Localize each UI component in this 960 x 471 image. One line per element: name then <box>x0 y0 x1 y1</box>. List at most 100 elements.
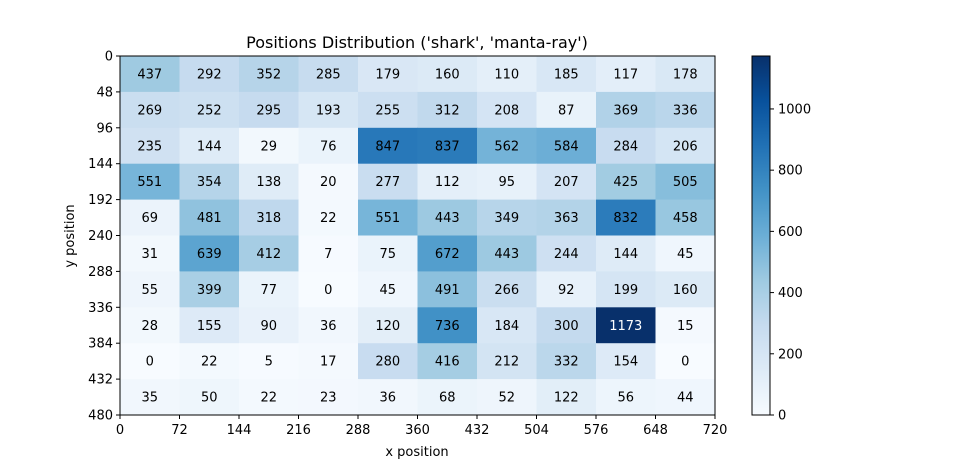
y-tick-label: 192 <box>88 193 113 208</box>
heatmap-cell <box>477 235 537 272</box>
heatmap-cell <box>417 379 478 416</box>
heatmap-cell <box>120 127 180 165</box>
cell-value-label: 36 <box>379 391 396 406</box>
heatmap-cell <box>179 235 240 272</box>
heatmap-cell <box>477 163 537 201</box>
cell-value-label: 206 <box>673 139 698 154</box>
y-tick-label: 480 <box>88 409 113 424</box>
heatmap-cell <box>596 343 656 380</box>
heatmap-cell <box>655 235 716 272</box>
y-tick-label: 432 <box>88 373 113 388</box>
cell-value-label: 45 <box>379 283 396 298</box>
cell-value-label: 193 <box>316 103 341 118</box>
heatmap-cell <box>298 343 359 380</box>
heatmap-cell <box>120 343 180 380</box>
x-axis-label: x position <box>385 445 448 460</box>
heatmap-cell <box>655 307 716 344</box>
heatmap-cell <box>655 379 716 416</box>
heatmap-cell <box>536 91 597 129</box>
colorbar-tick-label: 200 <box>778 347 803 362</box>
cell-value-label: 837 <box>435 139 460 154</box>
heatmap-cell <box>298 235 359 272</box>
cell-value-label: 154 <box>613 355 638 370</box>
cell-value-label: 318 <box>256 211 281 226</box>
cell-value-label: 847 <box>375 139 400 154</box>
cell-value-label: 349 <box>494 211 519 226</box>
cell-value-label: 736 <box>435 319 460 334</box>
heatmap-cell <box>298 199 359 236</box>
cell-value-label: 90 <box>260 319 277 334</box>
heatmap-cell <box>477 343 537 380</box>
cell-value-label: 23 <box>320 391 337 406</box>
heatmap-cell <box>536 56 597 93</box>
cell-value-label: 212 <box>494 355 519 370</box>
colorbar-gradient <box>751 55 771 416</box>
heatmap-cell <box>596 379 656 416</box>
x-tick-label: 720 <box>703 423 728 438</box>
cell-value-label: 87 <box>558 103 575 118</box>
cell-value-label: 562 <box>494 139 519 154</box>
cell-value-label: 369 <box>613 103 638 118</box>
heatmap-cell <box>298 271 359 308</box>
heatmap-cell <box>655 343 716 380</box>
cell-value-label: 255 <box>375 103 400 118</box>
cell-value-label: 458 <box>673 211 698 226</box>
heatmap-cell <box>417 127 478 165</box>
heatmap-cell <box>179 56 240 93</box>
x-tick-label: 288 <box>346 423 371 438</box>
heatmap-cell <box>358 379 418 416</box>
heatmap-cell <box>239 235 299 272</box>
cell-value-label: 144 <box>197 139 222 154</box>
x-tick-label: 0 <box>116 423 124 438</box>
heatmap-cell <box>179 307 240 344</box>
heatmap-cell <box>358 307 418 344</box>
cell-value-label: 95 <box>498 175 515 190</box>
cell-value-label: 28 <box>141 319 158 334</box>
cell-value-label: 68 <box>439 391 456 406</box>
plot-frame <box>119 55 716 416</box>
colorbar-tick-label: 1000 <box>778 102 811 117</box>
cell-value-label: 199 <box>613 283 638 298</box>
heatmap-cell <box>120 199 180 236</box>
heatmap-cell <box>298 379 359 416</box>
cell-value-label: 110 <box>494 67 519 82</box>
heatmap-cell <box>120 307 180 344</box>
cell-value-label: 285 <box>316 67 341 82</box>
heatmap-cell <box>358 127 418 165</box>
heatmap-cell <box>179 271 240 308</box>
cell-value-label: 112 <box>435 175 460 190</box>
heatmap-cell <box>358 163 418 201</box>
cell-value-label: 277 <box>375 175 400 190</box>
heatmap-cell <box>239 379 299 416</box>
heatmap-cell <box>239 271 299 308</box>
heatmap-cell <box>655 199 716 236</box>
heatmap-cell <box>298 127 359 165</box>
x-tick-label: 72 <box>171 423 188 438</box>
cell-value-label: 76 <box>320 139 337 154</box>
heatmap-cell <box>417 163 478 201</box>
heatmap-cell <box>239 127 299 165</box>
cell-value-label: 437 <box>137 67 162 82</box>
cell-value-label: 416 <box>435 355 460 370</box>
heatmap-cell <box>179 199 240 236</box>
cell-value-label: 17 <box>320 355 337 370</box>
heatmap-cell <box>358 235 418 272</box>
cell-value-label: 44 <box>677 391 694 406</box>
cell-value-label: 22 <box>320 211 337 226</box>
cell-value-label: 269 <box>137 103 162 118</box>
cell-value-label: 481 <box>197 211 222 226</box>
cell-value-label: 69 <box>141 211 158 226</box>
heatmap-cell <box>477 199 537 236</box>
cell-value-label: 284 <box>613 139 638 154</box>
cell-value-label: 300 <box>554 319 579 334</box>
cell-value-label: 20 <box>320 175 337 190</box>
cell-value-label: 363 <box>554 211 579 226</box>
y-tick-label: 0 <box>105 50 113 65</box>
heatmap-cell <box>417 307 478 344</box>
cell-value-label: 352 <box>256 67 281 82</box>
cell-value-label: 292 <box>197 67 222 82</box>
heatmap-cell <box>358 199 418 236</box>
y-tick-label: 288 <box>88 265 113 280</box>
x-tick-label: 504 <box>524 423 549 438</box>
heatmap-cell <box>477 379 537 416</box>
